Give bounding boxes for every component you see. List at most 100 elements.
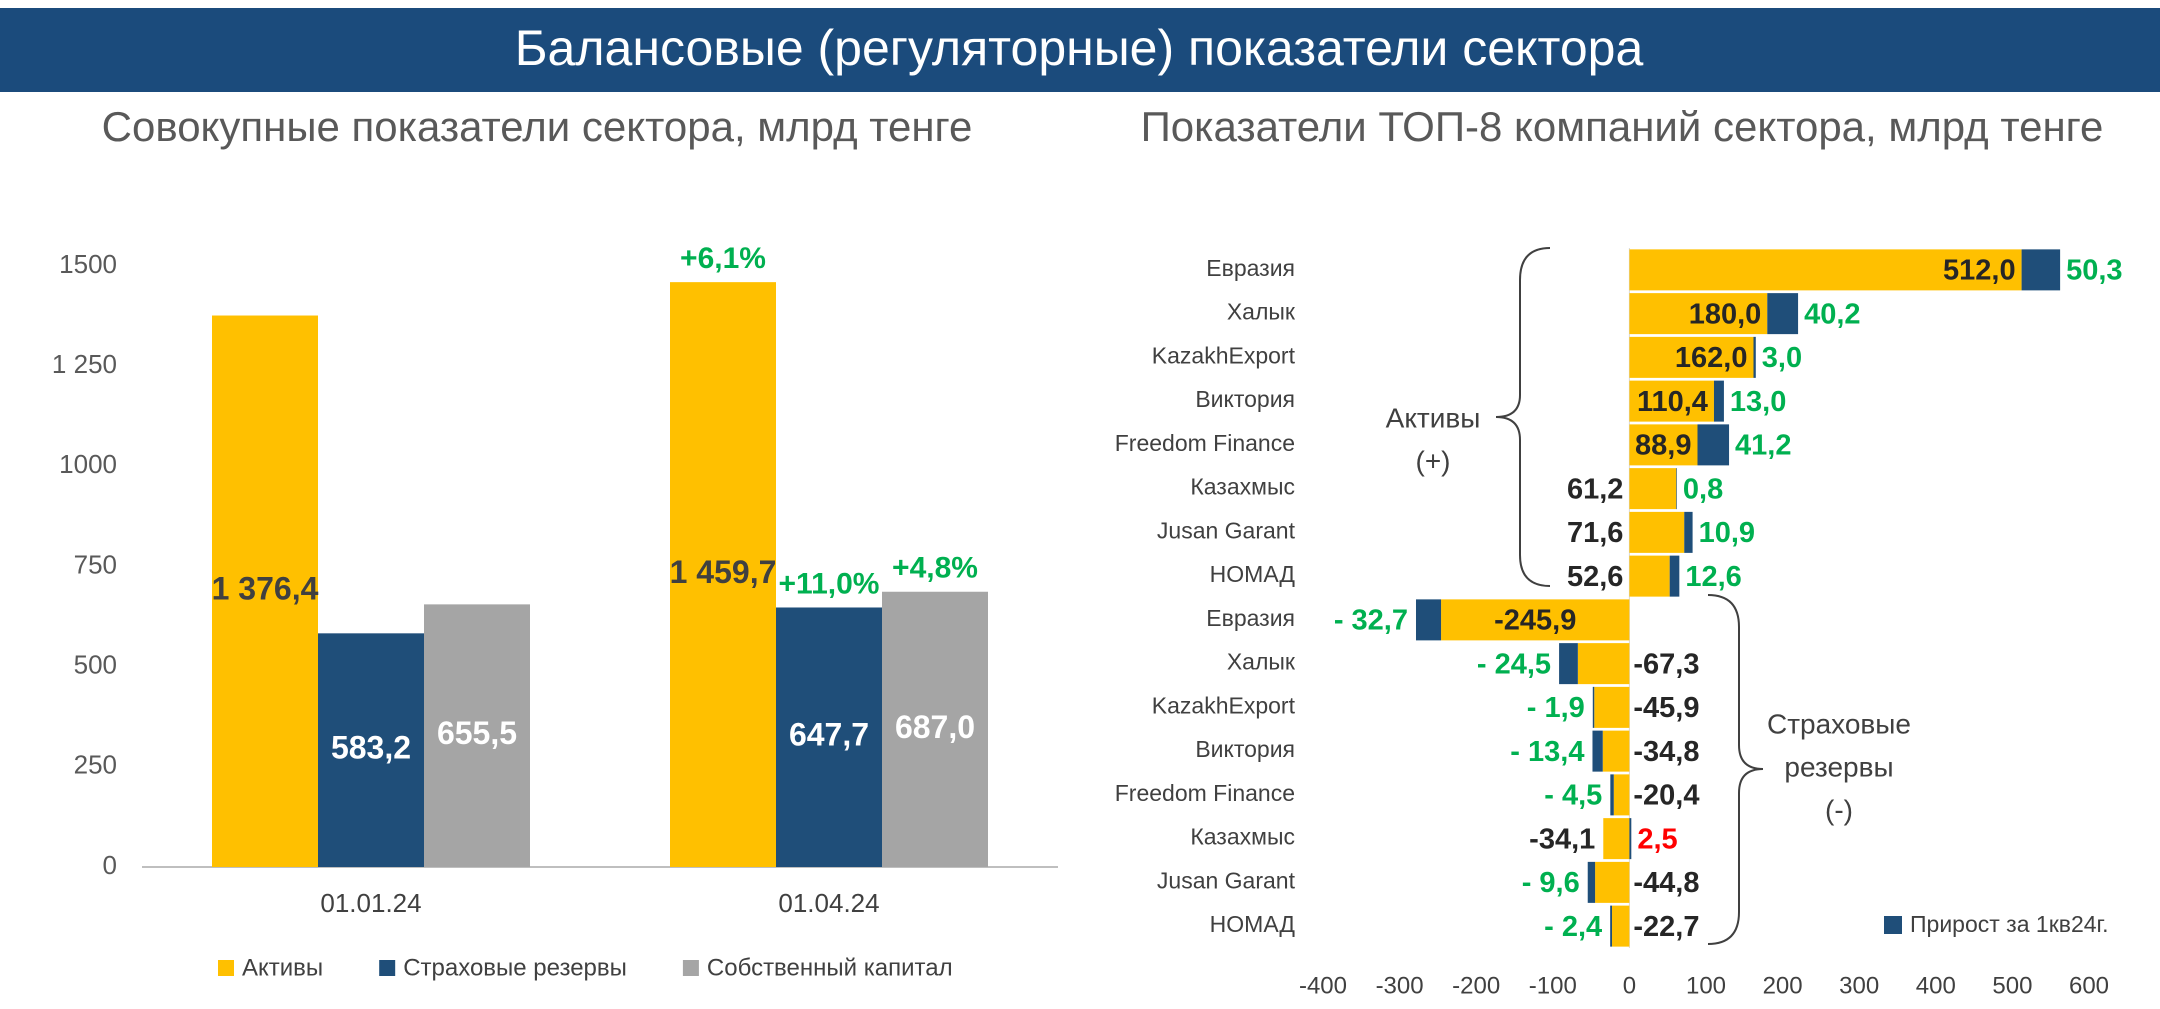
y-tick-label: Freedom Finance <box>1115 430 1295 456</box>
value-label: -45,9 <box>1633 692 1699 724</box>
value-label: 687,0 <box>895 709 975 745</box>
growth-label: 10,9 <box>1699 517 1755 549</box>
bar <box>1629 249 2022 291</box>
legend-label: Активы <box>242 954 323 981</box>
bar <box>1629 818 1632 860</box>
y-tick-label: Виктория <box>1195 386 1295 412</box>
bar <box>1767 293 1799 335</box>
value-label: 1 376,4 <box>212 571 319 607</box>
bar <box>1629 336 1754 378</box>
growth-label: 12,6 <box>1685 561 1741 593</box>
growth-label: 40,2 <box>1804 298 1860 330</box>
y-tick-label: Freedom Finance <box>1115 780 1295 806</box>
legend-label: Собственный капитал <box>707 954 953 981</box>
y-tick-label: 1500 <box>59 249 117 279</box>
bar <box>1684 511 1693 553</box>
y-tick-label: Jusan Garant <box>1157 867 1296 893</box>
y-tick-label: 250 <box>74 750 117 780</box>
value-label: 583,2 <box>331 730 411 766</box>
legend-label: Страховые резервы <box>403 954 627 981</box>
y-tick-label: Казахмыс <box>1190 824 1295 850</box>
legend-label: Прирост за 1кв24г. <box>1910 911 2109 937</box>
bar <box>1629 511 1685 553</box>
bar <box>1629 468 1677 510</box>
bar <box>1629 380 1714 422</box>
x-tick-label: -100 <box>1529 972 1577 999</box>
bar <box>1587 861 1596 903</box>
growth-label: - 24,5 <box>1477 648 1551 680</box>
y-tick-label: 1000 <box>59 449 117 479</box>
value-label: 88,9 <box>1635 430 1691 462</box>
value-label: -67,3 <box>1633 648 1699 680</box>
y-tick-label: 750 <box>74 549 117 579</box>
value-label: 647,7 <box>789 717 869 753</box>
bar <box>1629 293 1768 335</box>
value-label: 52,6 <box>1567 561 1623 593</box>
y-tick-label: Халык <box>1227 649 1296 675</box>
y-tick-label: НОМАД <box>1210 561 1296 587</box>
x-tick-label: -400 <box>1299 972 1347 999</box>
y-tick-label: 1 250 <box>52 349 117 379</box>
bar <box>1753 336 1756 378</box>
bar <box>2021 249 2061 291</box>
annotation: резервы <box>1784 751 1893 782</box>
value-label: -34,1 <box>1529 823 1595 855</box>
bar <box>1592 730 1603 772</box>
bar <box>424 604 530 867</box>
growth-label: 0,8 <box>1683 473 1723 505</box>
header-title: Балансовые (регуляторные) показатели сек… <box>515 20 1644 76</box>
bar <box>1603 818 1630 860</box>
y-tick-label: Jusan Garant <box>1157 517 1296 543</box>
bar <box>1676 468 1677 510</box>
bar <box>776 607 882 867</box>
value-label: 512,0 <box>1943 255 2016 287</box>
y-tick-label: Халык <box>1227 299 1296 325</box>
bar <box>212 315 318 867</box>
y-tick-label: KazakhExport <box>1152 692 1296 718</box>
bar <box>1594 686 1630 728</box>
header-band <box>0 8 2160 92</box>
bar <box>670 282 776 868</box>
annotation: Активы <box>1386 402 1481 433</box>
growth-label: 2,5 <box>1637 823 1677 855</box>
x-tick-label: -300 <box>1376 972 1424 999</box>
x-tick-label: 100 <box>1686 972 1726 999</box>
x-tick-label: 200 <box>1763 972 1803 999</box>
growth-label: - 2,4 <box>1544 911 1602 943</box>
y-tick-label: Евразия <box>1206 255 1295 281</box>
growth-label: 13,0 <box>1730 386 1786 418</box>
bar <box>1669 555 1680 597</box>
change-label: +11,0% <box>779 567 880 600</box>
legend-swatch <box>218 960 234 976</box>
value-label: -245,9 <box>1494 605 1576 637</box>
x-tick-label: -200 <box>1452 972 1500 999</box>
annotation: (+) <box>1416 445 1451 476</box>
y-tick-label: Казахмыс <box>1190 474 1295 500</box>
bar <box>1595 861 1630 903</box>
x-tick-label: 0 <box>1623 972 1636 999</box>
chart-title: Совокупные показатели сектора, млрд тенг… <box>102 103 973 150</box>
annotation: Страховые <box>1767 708 1911 739</box>
value-label: 61,2 <box>1567 473 1623 505</box>
y-tick-label: 0 <box>103 850 117 880</box>
value-label: 162,0 <box>1675 342 1748 374</box>
bar <box>1629 424 1698 466</box>
value-label: 180,0 <box>1689 298 1762 330</box>
growth-label: - 1,9 <box>1527 692 1585 724</box>
bar <box>1613 774 1630 816</box>
bar <box>1610 774 1614 816</box>
bar <box>1610 905 1613 947</box>
bar <box>1592 686 1595 728</box>
growth-label: 50,3 <box>2066 255 2122 287</box>
annotation: (-) <box>1825 794 1853 825</box>
y-tick-label: Евразия <box>1206 605 1295 631</box>
bar <box>1577 643 1630 685</box>
x-tick-label: 300 <box>1839 972 1879 999</box>
value-label: 1 459,7 <box>670 554 777 590</box>
growth-label: 3,0 <box>1762 342 1802 374</box>
chart-title: Показатели ТОП-8 компаний сектора, млрд … <box>1141 103 2104 150</box>
growth-label: 41,2 <box>1735 430 1791 462</box>
value-label: -34,8 <box>1633 736 1699 768</box>
value-label: 655,5 <box>437 715 517 751</box>
